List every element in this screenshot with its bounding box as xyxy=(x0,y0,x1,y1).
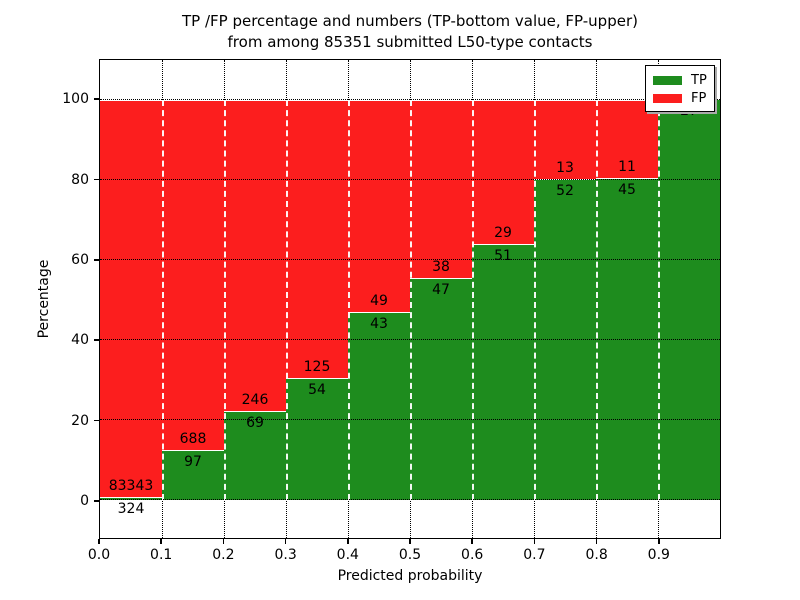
legend-label-tp: TP xyxy=(691,72,707,88)
x-tick xyxy=(471,539,473,544)
x-tick xyxy=(284,539,287,544)
bar-label-tp: 52 xyxy=(556,183,574,199)
bar-label-fp: 83343 xyxy=(108,478,154,495)
gridline-horizontal xyxy=(100,179,720,180)
bar-segment-fp xyxy=(286,100,348,380)
y-tick-label: 40 xyxy=(71,332,89,349)
x-tick-label: 0.3 xyxy=(274,547,297,563)
x-tick xyxy=(658,539,660,544)
gridline-horizontal xyxy=(100,99,720,100)
x-tick xyxy=(595,539,598,544)
bar-segment-fp xyxy=(472,100,534,245)
bar-segment-fp xyxy=(534,100,596,180)
bar-label-tp: 51 xyxy=(494,248,512,264)
bar-segment-tp xyxy=(224,412,286,501)
x-tick-label: 0.7 xyxy=(523,547,546,563)
x-tick-label: 0.2 xyxy=(212,547,235,563)
bar-separator xyxy=(224,100,226,500)
y-tick xyxy=(94,500,99,502)
chart-title: TP /FP percentage and numbers (TP-bottom… xyxy=(99,11,721,53)
bar-segment-tp xyxy=(410,278,472,501)
plot-area: 83343 324 688 97 246 69 125 54 49 43 38 47 29 51 13 52 1… xyxy=(99,59,721,539)
bar-separator xyxy=(534,100,536,500)
x-tick-label: 0.8 xyxy=(585,547,608,563)
y-tick xyxy=(94,259,99,261)
bar-separator xyxy=(286,100,288,500)
bar-segment-tp xyxy=(472,245,534,501)
bar-segment-fp xyxy=(348,100,410,314)
bar-separator xyxy=(348,100,350,500)
x-tick-label: 0.4 xyxy=(336,547,359,563)
x-tick xyxy=(160,539,162,544)
bar-label-fp: 38 xyxy=(432,258,450,275)
bar-label-fp: 125 xyxy=(303,359,331,376)
x-tick-label: 0.9 xyxy=(647,547,670,563)
gridline-horizontal xyxy=(100,259,720,260)
bar-label-fp: 688 xyxy=(179,430,207,447)
bar-label-tp: 43 xyxy=(370,316,388,333)
bar-segment-fp xyxy=(162,100,224,451)
y-axis-label: Percentage xyxy=(36,259,52,339)
bar-separator xyxy=(596,100,598,500)
bar-separator xyxy=(658,100,660,500)
x-tick xyxy=(533,539,536,544)
chart-title-line1: TP /FP percentage and numbers (TP-bottom… xyxy=(182,12,638,30)
legend-entry-tp: TP xyxy=(653,71,714,89)
bar-segment-tp xyxy=(162,450,224,501)
y-tick xyxy=(94,178,99,181)
bar-segment-fp xyxy=(224,100,286,413)
y-tick-label: 60 xyxy=(71,251,89,268)
x-axis-label: Predicted probability xyxy=(337,568,483,584)
bar-segment-fp xyxy=(100,100,162,499)
x-tick xyxy=(98,539,100,544)
bar-separator xyxy=(162,100,164,500)
y-tick-label: 0 xyxy=(80,492,89,509)
legend-swatch-tp-icon xyxy=(653,75,682,85)
gridline-horizontal xyxy=(100,499,720,501)
bar-label-tp: 97 xyxy=(184,453,202,470)
legend: TP FP xyxy=(645,65,715,112)
y-tick-label: 100 xyxy=(62,91,89,108)
y-tick xyxy=(94,98,99,100)
bar-label-fp: 11 xyxy=(618,158,636,175)
legend-entry-fp: FP xyxy=(653,89,714,107)
bar-label-fp: 13 xyxy=(556,160,574,176)
bar-separator xyxy=(472,100,474,500)
x-tick-label: 0.5 xyxy=(398,547,422,563)
y-tick xyxy=(94,339,99,341)
bar-segment-fp xyxy=(596,100,658,179)
x-tick xyxy=(409,539,411,544)
bar-segment-tp xyxy=(534,180,596,501)
legend-swatch-fp-icon xyxy=(653,93,682,103)
y-tick-label: 80 xyxy=(71,171,89,188)
bar-label-fp: 246 xyxy=(241,392,269,409)
bar-label-tp: 54 xyxy=(308,382,326,399)
x-tick xyxy=(347,539,349,544)
bar-label-fp: 29 xyxy=(494,225,512,241)
bar-label-tp: 69 xyxy=(246,415,264,432)
chart-title-line2: from among 85351 submitted L50-type cont… xyxy=(227,33,593,51)
bar-label-tp: 45 xyxy=(618,181,636,198)
y-tick xyxy=(94,419,99,422)
x-tick xyxy=(222,539,225,544)
bar-label-fp: 49 xyxy=(370,293,388,310)
bar-segment-tp xyxy=(658,100,720,501)
bar-separator xyxy=(410,100,412,500)
bar-segment-tp xyxy=(348,313,410,501)
bar-label-tp: 47 xyxy=(432,281,450,298)
legend-label-fp: FP xyxy=(691,90,707,106)
x-tick-label: 0.0 xyxy=(87,547,111,563)
gridline-horizontal xyxy=(100,419,720,420)
bar-label-tp: 324 xyxy=(117,501,145,518)
y-tick-label: 20 xyxy=(71,412,89,429)
bar-segment-tp xyxy=(286,379,348,501)
bar-segment-fp xyxy=(410,100,472,279)
x-tick-label: 0.6 xyxy=(461,547,484,563)
gridline-horizontal xyxy=(100,339,720,340)
x-tick-label: 0.1 xyxy=(150,547,173,563)
